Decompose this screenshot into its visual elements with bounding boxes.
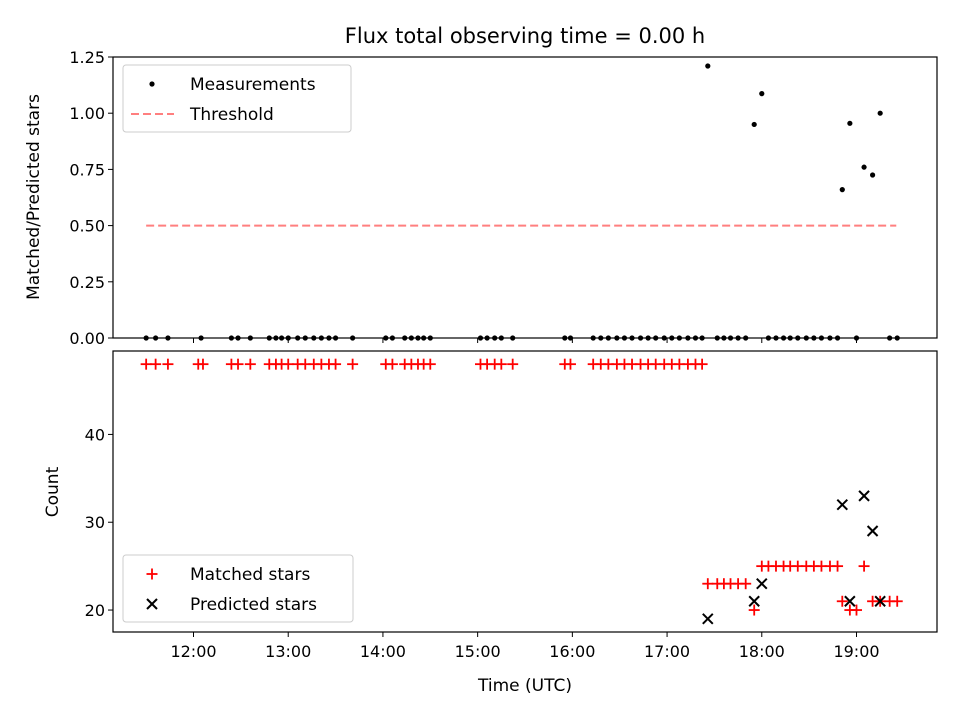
predicted-star-point [836, 498, 848, 511]
matched-star-point [140, 358, 152, 370]
legend-threshold-label: Threshold [189, 105, 274, 125]
matched-star-point [232, 358, 244, 370]
matched-star-point [507, 358, 519, 370]
bottom-x-tick-label: 16:00 [549, 642, 595, 661]
matched-star-point [386, 358, 398, 370]
legend-matched-marker [146, 568, 158, 580]
matched-star-point [244, 358, 256, 370]
measurement-point [847, 120, 853, 126]
top-y-tick-label: 0.25 [69, 273, 105, 292]
predicted-star-point [858, 490, 870, 502]
legend-measurements-label: Measurements [190, 75, 316, 95]
predicted-star-point [844, 595, 856, 607]
bottom-plot-frame [112, 350, 938, 633]
matched-star-point [696, 358, 708, 370]
matched-star-point [150, 358, 162, 370]
matched-star-point [197, 358, 209, 370]
matched-star-point [740, 578, 752, 590]
measurement-point [705, 63, 711, 69]
bottom-y-tick-label: 20 [85, 601, 105, 620]
bottom-y-axis-label: Count [43, 466, 63, 517]
matched-star-point [347, 358, 359, 370]
bottom-x-tick-label: 12:00 [170, 642, 216, 661]
bottom-x-tick-label: 17:00 [644, 642, 690, 661]
bottom-x-tick-label: 13:00 [265, 642, 311, 661]
measurement-point [861, 164, 867, 170]
bottom-plot-area: 20 30 40 12:00 13:00 14:00 15:00 16:00 17:00 18:0… [85, 358, 903, 661]
top-legend-box [122, 64, 352, 133]
matched-star-point [836, 595, 848, 607]
matched-star-point [282, 358, 294, 370]
measurement-point [877, 110, 883, 116]
predicted-star-point [866, 525, 879, 537]
bottom-x-tick-label: 15:00 [455, 642, 501, 661]
top-y-tick-label: 0.75 [69, 160, 105, 179]
measurement-point [759, 91, 765, 97]
predicted-star-point [874, 595, 886, 607]
top-legend: Measurements Threshold [122, 64, 352, 133]
legend-predicted-marker [146, 598, 158, 610]
predicted-star-point [702, 613, 714, 625]
bottom-x-tick-label: 19:00 [833, 642, 879, 661]
matched-star-point [162, 358, 174, 370]
matched-star-point [495, 358, 507, 370]
bottom-y-tick-label: 30 [85, 513, 105, 532]
top-y-tick-label: 1.00 [69, 104, 105, 123]
legend-measurements-marker [149, 81, 155, 87]
matched-star-point [891, 595, 903, 607]
matched-star-point [564, 358, 576, 370]
matched-star-point [330, 358, 342, 370]
matched-star-point [832, 560, 844, 572]
top-chart-title: Flux total observing time = 0.00 h [345, 24, 705, 48]
measurement-point [869, 172, 876, 178]
top-y-tick-label: 1.25 [69, 48, 105, 67]
predicted-star-point [748, 595, 760, 607]
bottom-y-tick-label: 40 [85, 425, 105, 444]
predicted-star-point [756, 577, 768, 590]
top-y-tick-label: 0.50 [69, 217, 105, 236]
bottom-legend-box [122, 554, 354, 623]
legend-matched-label: Matched stars [190, 565, 310, 585]
legend-predicted-label: Predicted stars [190, 595, 317, 615]
top-y-tick-label: 0.00 [69, 329, 105, 348]
top-y-axis-label: Matched/Predicted stars [24, 94, 44, 300]
bottom-x-tick-label: 18:00 [739, 642, 785, 661]
measurement-point [839, 187, 845, 193]
top-plot-frame [112, 56, 938, 339]
measurement-point [751, 121, 757, 128]
matched-star-point [850, 604, 862, 616]
bottom-x-axis-label: Time (UTC) [477, 676, 572, 696]
matched-star-point [858, 560, 870, 572]
matched-star-point [424, 358, 436, 370]
bottom-legend: Matched stars Predicted stars [122, 554, 354, 623]
matched-star-point [748, 604, 760, 616]
matched-star-point [702, 578, 714, 590]
bottom-x-tick-label: 14:00 [360, 642, 406, 661]
